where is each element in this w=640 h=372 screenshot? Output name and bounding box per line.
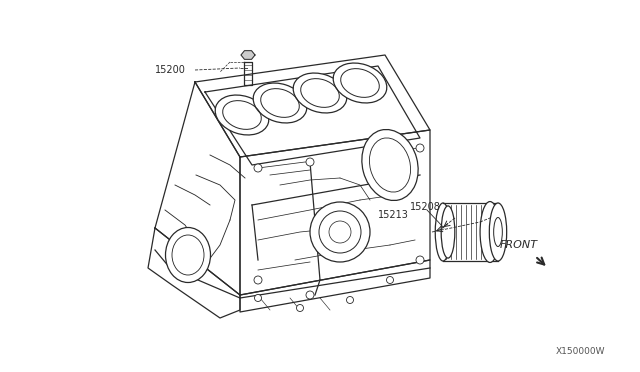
- Ellipse shape: [293, 73, 347, 113]
- Ellipse shape: [362, 129, 418, 201]
- Ellipse shape: [480, 202, 500, 263]
- Circle shape: [255, 295, 262, 301]
- Circle shape: [346, 296, 353, 304]
- Circle shape: [254, 276, 262, 284]
- Text: FRONT: FRONT: [500, 240, 538, 250]
- Text: 15213: 15213: [378, 210, 409, 220]
- Ellipse shape: [333, 63, 387, 103]
- Ellipse shape: [215, 95, 269, 135]
- Text: X150000W: X150000W: [556, 347, 605, 356]
- Ellipse shape: [490, 203, 507, 261]
- Circle shape: [306, 291, 314, 299]
- Text: 15208: 15208: [410, 202, 441, 212]
- Circle shape: [387, 276, 394, 283]
- Circle shape: [306, 158, 314, 166]
- Ellipse shape: [310, 202, 370, 262]
- Circle shape: [416, 144, 424, 152]
- Polygon shape: [240, 130, 430, 295]
- Polygon shape: [195, 55, 430, 157]
- Ellipse shape: [435, 203, 451, 261]
- Circle shape: [254, 164, 262, 172]
- Circle shape: [416, 256, 424, 264]
- Polygon shape: [241, 51, 255, 59]
- Ellipse shape: [441, 206, 455, 258]
- Ellipse shape: [253, 83, 307, 123]
- Polygon shape: [155, 82, 240, 295]
- Circle shape: [296, 305, 303, 311]
- Text: 15200: 15200: [155, 65, 186, 75]
- Ellipse shape: [166, 228, 211, 282]
